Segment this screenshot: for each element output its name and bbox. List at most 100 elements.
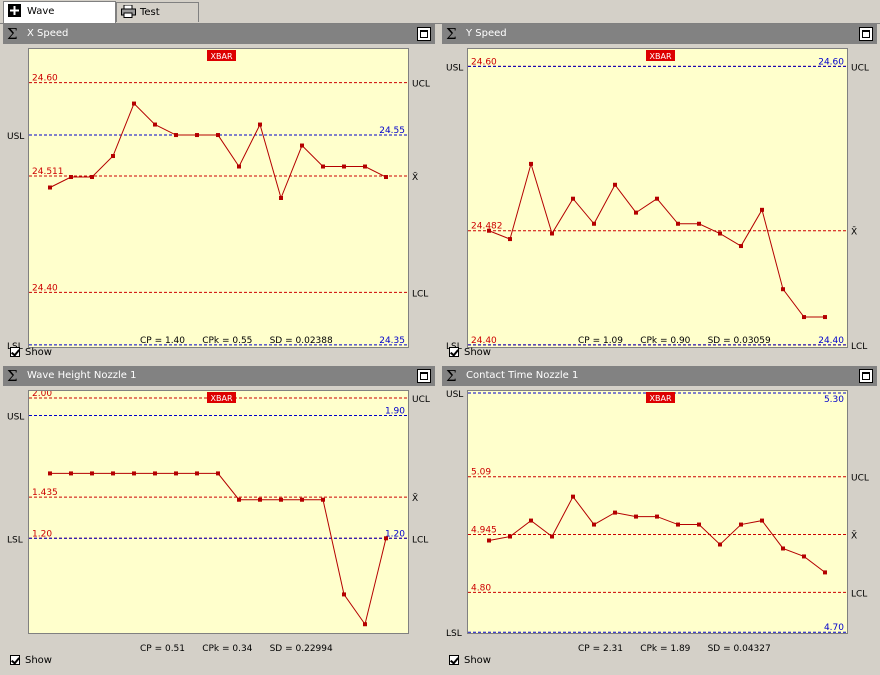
chart-panel-wave-height: Σ Wave Height Nozzle 1 2.00 1.435 1.20 1.90… — [3, 366, 435, 670]
ucl-value-label: 24.60 — [471, 57, 497, 67]
sd-value: SD = 0.04327 — [707, 644, 771, 654]
xbar-badge — [207, 392, 236, 403]
ucl-value-label: 2.00 — [32, 391, 52, 399]
plot-area: 24.60 24.511 24.40 24.55 24.35 XBAR — [28, 48, 409, 348]
tab-test-report[interactable]: Test Report — [116, 2, 199, 38]
data-point — [592, 522, 596, 527]
cp-value: CP = 0.51 — [140, 644, 186, 654]
show-checkbox[interactable]: Show — [449, 347, 491, 358]
lcl-tag: LCL — [851, 342, 867, 352]
data-point — [760, 518, 764, 523]
show-checkbox[interactable]: Show — [10, 347, 52, 358]
xbar-value-label: 24.511 — [32, 167, 64, 177]
data-point — [697, 221, 701, 226]
panel-titlebar: Σ X Speed — [3, 24, 435, 44]
tab-bar: Wave Parameters Test Report — [0, 0, 880, 38]
data-point — [69, 471, 73, 476]
data-point — [592, 221, 596, 226]
data-point — [258, 497, 262, 502]
show-checkbox[interactable]: Show — [449, 655, 491, 666]
data-point — [384, 175, 388, 180]
data-point — [634, 210, 638, 215]
data-point — [174, 471, 178, 476]
tab-wave-parameters[interactable]: Wave Parameters — [3, 1, 116, 37]
maximize-button[interactable] — [859, 27, 873, 41]
ucl-tag: UCL — [412, 395, 430, 405]
lcl-tag: LCL — [412, 289, 428, 299]
data-point — [655, 196, 659, 201]
show-label: Show — [464, 655, 491, 666]
plus-icon — [8, 3, 21, 17]
maximize-button[interactable] — [417, 27, 431, 41]
data-point — [487, 228, 491, 233]
data-point — [676, 522, 680, 527]
cp-value: CP = 1.09 — [578, 336, 624, 346]
xbar-value-label: 4.945 — [471, 526, 497, 536]
data-point — [90, 471, 94, 476]
xbar-tag: X̄ — [851, 530, 857, 542]
data-point — [508, 237, 512, 242]
usl-tag: USL — [7, 413, 24, 423]
data-point — [550, 231, 554, 236]
xbar-tag: X̄ — [412, 492, 418, 504]
cpk-value: CPk = 0.55 — [202, 336, 253, 346]
lcl-value-label: 24.40 — [32, 283, 58, 293]
data-point — [384, 536, 388, 541]
data-point — [802, 315, 806, 320]
data-point — [279, 497, 283, 502]
data-point — [363, 164, 367, 169]
lsl-tag: LSL — [7, 535, 23, 545]
checkbox-checked-icon[interactable] — [10, 655, 20, 665]
data-point — [508, 534, 512, 539]
data-point — [550, 534, 554, 539]
ucl-value-label: 5.09 — [471, 468, 491, 478]
data-point — [48, 471, 52, 476]
series-line — [49, 102, 387, 200]
lcl-value-label: 24.40 — [471, 336, 497, 346]
xbar-badge-label: XBAR — [211, 394, 233, 403]
data-point — [739, 244, 743, 249]
usl-value-label: 1.90 — [385, 407, 405, 417]
data-point — [279, 196, 283, 200]
plot-area: 24.60 24.482 24.40 24.60 24.40 XBAR — [467, 48, 848, 348]
capability-stats: CP = 1.09 CPk = 0.90 SD = 0.03059 — [578, 336, 771, 346]
xbar-value-label: 1.435 — [32, 488, 58, 498]
series-line — [50, 472, 387, 626]
data-point — [760, 207, 764, 212]
data-point — [300, 497, 304, 502]
maximize-button[interactable] — [417, 369, 431, 383]
show-label: Show — [25, 655, 52, 666]
chart-svg: 24.60 24.482 24.40 24.60 24.40 XBAR — [468, 50, 847, 346]
xbar-badge-label: XBAR — [650, 52, 672, 61]
chart-svg: 24.60 24.511 24.40 24.55 24.35 XBAR — [29, 50, 408, 346]
data-point — [132, 101, 136, 106]
capability-stats: CP = 1.40 CPk = 0.55 SD = 0.02388 — [140, 336, 333, 346]
data-point — [132, 471, 136, 476]
sd-value: SD = 0.03059 — [707, 336, 771, 346]
data-point — [321, 164, 325, 169]
lsl-tag: LSL — [446, 629, 462, 639]
panel-title: X Speed — [27, 28, 69, 39]
lcl-tag: LCL — [851, 589, 867, 599]
sd-value: SD = 0.22994 — [269, 644, 333, 654]
data-point — [237, 164, 241, 169]
xbar-badge — [646, 392, 675, 403]
cpk-value: CPk = 0.34 — [202, 644, 253, 654]
usl-value-label: 24.60 — [818, 57, 844, 67]
show-checkbox[interactable]: Show — [10, 655, 52, 666]
cp-value: CP = 1.40 — [140, 336, 186, 346]
checkbox-checked-icon[interactable] — [449, 655, 459, 665]
checkbox-checked-icon[interactable] — [10, 347, 20, 357]
xbar-badge-label: XBAR — [211, 52, 233, 61]
checkbox-checked-icon[interactable] — [449, 347, 459, 357]
data-point — [258, 122, 262, 127]
usl-tag: USL — [446, 390, 463, 400]
sigma-icon: Σ — [7, 25, 18, 43]
data-point — [69, 175, 73, 180]
maximize-button[interactable] — [859, 369, 873, 383]
usl-tag: USL — [446, 63, 463, 73]
cp-value: CP = 2.31 — [578, 644, 624, 654]
lsl-value-label: 1.20 — [385, 529, 405, 539]
series-line — [488, 162, 825, 318]
chart-svg: 2.00 1.435 1.20 1.90 1.20 XBAR — [29, 391, 408, 627]
